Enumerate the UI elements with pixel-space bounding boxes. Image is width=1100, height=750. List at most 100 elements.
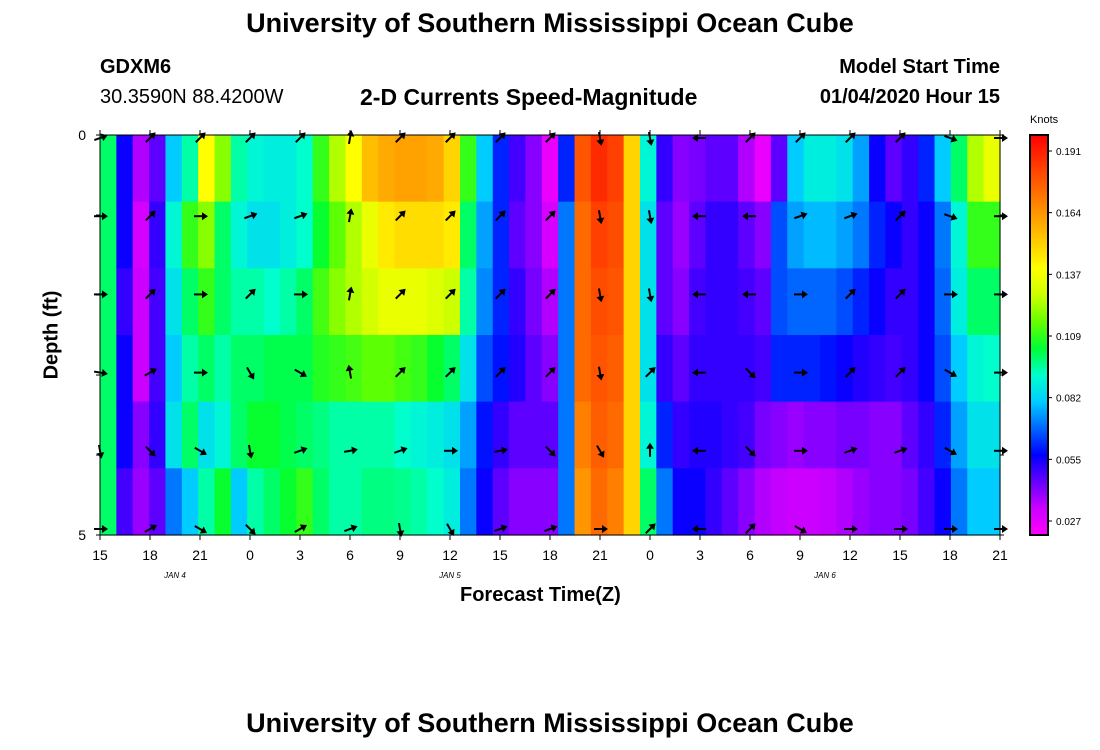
heatmap-cell [918,401,936,469]
footer-title: University of Southern Mississippi Ocean… [246,708,854,738]
current-arrow [646,442,654,457]
current-arrow-head [596,217,605,225]
x-tick-label: 9 [396,547,404,563]
current-arrow-head [802,290,808,299]
heatmap-cell [983,201,1001,269]
heatmap-cell [836,468,854,536]
heatmap-cell [361,201,379,269]
heatmap-cell [967,401,985,469]
heatmap-cell [836,268,854,336]
model-start-label: Model Start Time [839,56,1000,78]
heatmap-cell [787,335,805,403]
heatmap-cell [149,268,167,336]
heatmap-cell [950,468,968,536]
current-arrow [944,213,958,221]
heatmap-cell [525,335,543,403]
current-arrow [343,446,358,455]
current-arrow-head [692,290,698,299]
heatmap-cell [345,268,363,336]
current-arrow [794,290,808,299]
heatmap-cell [312,135,330,203]
heatmap-cell [803,468,821,536]
current-arrow-head [300,446,308,454]
heatmap-cell [296,468,314,536]
current-arrow-head [351,446,358,455]
heatmap-cell [770,135,788,203]
heatmap-cell [280,401,297,469]
heatmap-cell [852,335,870,403]
heatmap-cell [394,268,412,336]
heatmap-cell [509,401,527,469]
current-arrow [294,524,307,533]
current-arrow-head [597,450,605,458]
current-arrow [596,445,605,458]
heatmap-cell [312,401,330,469]
current-arrow [596,366,605,381]
x-tick-label: 0 [646,547,654,563]
current-arrow-head [748,371,756,379]
current-arrow [545,210,556,222]
heatmap-cell [607,468,625,536]
heatmap-cell [950,401,968,469]
heatmap-cell [427,135,445,203]
current-arrow [245,524,256,535]
current-arrow-head [398,366,406,375]
current-arrow [994,212,1008,221]
current-arrow-head [149,524,157,532]
heatmap-cell [705,335,723,403]
heatmap-cell [116,468,134,536]
heatmap-cell [329,268,347,336]
heatmap-cell [312,468,330,536]
heatmap-cell [476,468,494,536]
x-tick-label: 6 [346,547,354,563]
heatmap-cell [149,401,167,469]
current-arrow-head [748,449,756,457]
colorbar-tick-label: 0.164 [1056,209,1081,220]
heatmap-cell [950,268,968,336]
current-arrow-head [692,134,698,142]
current-arrow [745,523,756,534]
current-arrow [545,366,556,378]
current-arrow [645,366,656,378]
current-arrow-head [646,139,655,146]
heatmap-cell [149,468,167,536]
x-tick-label: 6 [746,547,754,563]
current-arrow [794,525,807,534]
heatmap-cell [852,135,870,203]
heatmap-cell [918,468,936,536]
current-arrow [246,444,255,459]
heatmap-cell [656,201,674,269]
heatmap-cell [885,468,903,536]
date-label: JAN 6 [813,571,836,580]
heatmap-cell [410,135,428,203]
heatmap-cell [869,401,887,469]
heatmap-cell [116,335,134,403]
current-arrow-head [501,446,508,455]
heatmap-cell [558,268,576,336]
current-arrow-head [448,366,456,375]
current-arrow [194,212,208,221]
current-arrow [692,525,706,533]
heatmap-cell [165,335,183,403]
heatmap-cell [901,468,919,536]
current-arrow [344,524,358,533]
heatmap-cell [132,135,150,203]
heatmap-cell [361,135,379,203]
heatmap-cell [623,268,641,336]
current-arrow-head [550,524,558,533]
current-arrow-head [396,530,405,537]
heatmap-cell [247,335,265,403]
heatmap-cell [198,135,216,203]
heatmap-cell [640,135,657,203]
current-arrow-head [246,452,255,459]
heatmap-cell [460,335,477,403]
current-arrow-head [848,288,856,296]
current-arrow-head [199,526,207,534]
heatmap-cell [836,135,854,203]
heatmap-cell [165,268,183,336]
heatmap-cell [280,135,297,203]
heatmap-cell [705,468,723,536]
current-arrows [93,130,1008,537]
heatmap-cell [787,135,805,203]
current-arrow-head [346,286,355,294]
